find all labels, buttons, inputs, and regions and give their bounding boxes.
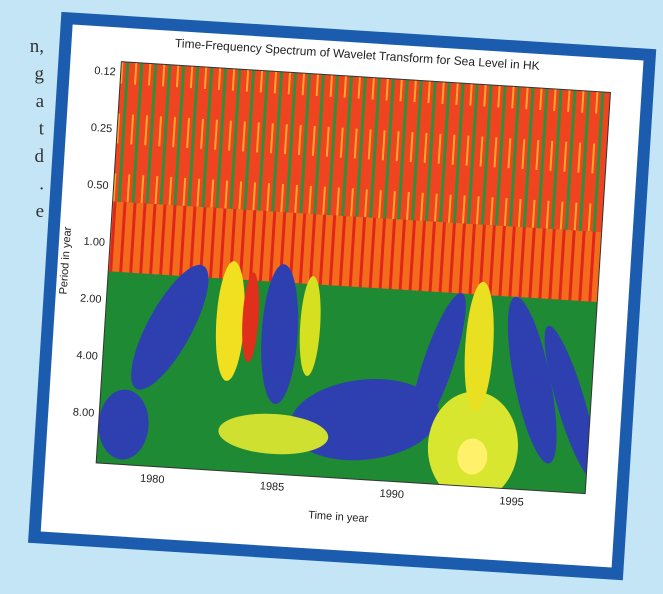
plot-border <box>95 61 611 495</box>
y-tick-label: 1.00 <box>83 236 105 249</box>
y-tick-label: 2.00 <box>80 293 102 306</box>
x-tick-label: 1990 <box>379 488 404 502</box>
y-axis-label: Period in year <box>58 226 74 295</box>
y-tick-label: 4.00 <box>76 349 98 362</box>
text-fragment: g <box>35 64 45 85</box>
y-tick-label: 0.25 <box>90 122 112 135</box>
figure: Time-Frequency Spectrum of Wavelet Trans… <box>28 11 657 581</box>
x-tick-label: 1995 <box>499 495 524 509</box>
text-fragment: . <box>39 174 44 195</box>
x-tick-label: 1985 <box>259 480 284 494</box>
y-tick-label: 8.00 <box>72 406 94 419</box>
text-fragment: t <box>39 119 45 140</box>
y-tick-label: 0.50 <box>87 179 109 192</box>
spectrum-image <box>96 61 611 494</box>
x-axis-label: Time in year <box>308 509 369 525</box>
text-fragment: d <box>35 146 45 167</box>
text-fragment: n, <box>30 36 44 57</box>
y-tick-label: 0.12 <box>94 65 116 78</box>
text-fragment: e <box>36 201 44 222</box>
x-tick-label: 1980 <box>140 473 165 487</box>
text-fragment: a <box>36 91 45 112</box>
